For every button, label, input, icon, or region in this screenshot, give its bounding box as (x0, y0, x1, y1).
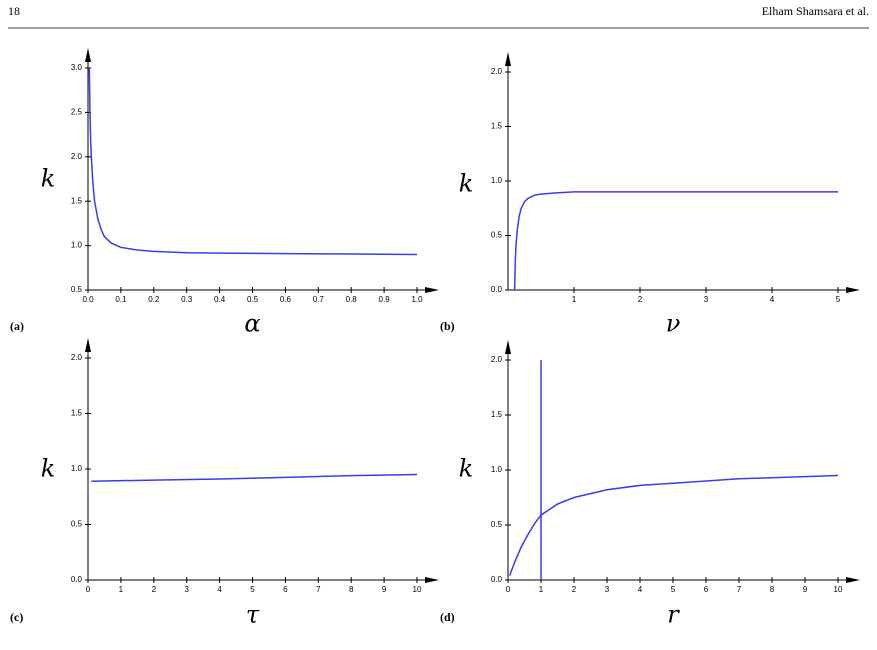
x-tick-label: 5 (671, 585, 676, 594)
curve (513, 191, 838, 291)
x-tick-label: 10 (413, 585, 422, 594)
x-tick-label: 0.1 (115, 295, 127, 304)
curve (88, 67, 418, 256)
y-axis-label: k (459, 455, 474, 483)
y-arrow (505, 340, 511, 354)
y-tick-label: 1.5 (491, 122, 503, 131)
x-tick-label: 2 (152, 585, 157, 594)
y-tick-label: 1.0 (71, 241, 83, 250)
x-tick-label: 0.2 (148, 295, 160, 304)
x-tick-label: 0.3 (181, 295, 193, 304)
x-tick-label: 7 (316, 585, 321, 594)
x-tick-label: 9 (382, 585, 387, 594)
y-tick-label: 2.5 (71, 108, 83, 117)
panel-label: (b) (440, 319, 455, 333)
y-arrow (85, 338, 91, 352)
y-tick-label: 0.0 (491, 285, 503, 294)
x-tick-label: 5 (836, 295, 841, 304)
x-tick-label: 3 (184, 585, 189, 594)
y-tick-label: 2.0 (491, 355, 503, 364)
x-tick-label: 1 (119, 585, 124, 594)
y-arrow (505, 52, 511, 66)
x-tick-label: 7 (737, 585, 742, 594)
x-tick-label: 1 (539, 585, 544, 594)
x-tick-label: 4 (770, 295, 775, 304)
y-axis-label: k (41, 455, 56, 483)
x-arrow (425, 287, 439, 293)
y-tick-label: 0.5 (491, 231, 503, 240)
y-tick-label: 1.5 (491, 410, 503, 419)
x-axis-label: τ (246, 601, 260, 629)
y-tick-label: 3.0 (71, 63, 83, 72)
x-tick-label: 0.0 (82, 295, 94, 304)
x-tick-label: 0.6 (280, 295, 292, 304)
y-tick-label: 1.0 (491, 176, 503, 185)
y-axis-label: k (459, 170, 474, 198)
x-axis-label: ν (666, 310, 681, 338)
y-tick-label: 0.5 (71, 520, 83, 529)
running-head: Elham Shamsara et al. (762, 4, 869, 18)
y-arrow (85, 48, 91, 62)
panel-label: (a) (10, 319, 24, 333)
y-tick-label: 0.5 (491, 520, 503, 529)
x-tick-label: 1.0 (411, 295, 423, 304)
y-tick-label: 1.5 (71, 196, 83, 205)
x-tick-label: 8 (349, 585, 354, 594)
x-tick-label: 4 (217, 585, 222, 594)
y-tick-label: 2.0 (71, 152, 83, 161)
x-axis-label: r (667, 601, 680, 629)
x-tick-label: 5 (250, 585, 255, 594)
x-arrow (846, 287, 860, 293)
x-tick-label: 0.4 (214, 295, 226, 304)
x-tick-label: 4 (638, 585, 643, 594)
y-tick-label: 0.0 (71, 575, 83, 584)
x-tick-label: 6 (704, 585, 709, 594)
x-tick-label: 0.8 (346, 295, 358, 304)
x-tick-label: 8 (770, 585, 775, 594)
curve (508, 474, 839, 576)
x-tick-label: 9 (803, 585, 808, 594)
x-tick-label: 0 (506, 585, 511, 594)
x-tick-label: 1 (572, 295, 577, 304)
y-tick-label: 0.5 (71, 285, 83, 294)
y-tick-label: 2.0 (491, 67, 503, 76)
x-tick-label: 0.5 (247, 295, 259, 304)
x-axis-label: α (244, 310, 260, 338)
panel-label: (d) (440, 610, 455, 624)
x-tick-label: 3 (704, 295, 709, 304)
x-tick-label: 2 (638, 295, 643, 304)
x-tick-label: 0 (86, 585, 91, 594)
y-tick-label: 1.0 (71, 464, 83, 473)
y-axis-label: k (41, 165, 56, 193)
x-tick-label: 3 (605, 585, 610, 594)
x-arrow (425, 577, 439, 583)
y-tick-label: 1.5 (71, 409, 83, 418)
x-tick-label: 0.9 (379, 295, 391, 304)
curve (91, 473, 418, 482)
y-tick-label: 0.0 (491, 575, 503, 584)
y-tick-label: 1.0 (491, 465, 503, 474)
x-tick-label: 10 (834, 585, 843, 594)
x-arrow (846, 577, 860, 583)
panel-label: (c) (10, 610, 23, 624)
y-tick-label: 2.0 (71, 353, 83, 362)
x-tick-label: 2 (572, 585, 577, 594)
x-tick-label: 6 (283, 585, 288, 594)
page-number: 18 (8, 4, 20, 18)
x-tick-label: 0.7 (313, 295, 325, 304)
